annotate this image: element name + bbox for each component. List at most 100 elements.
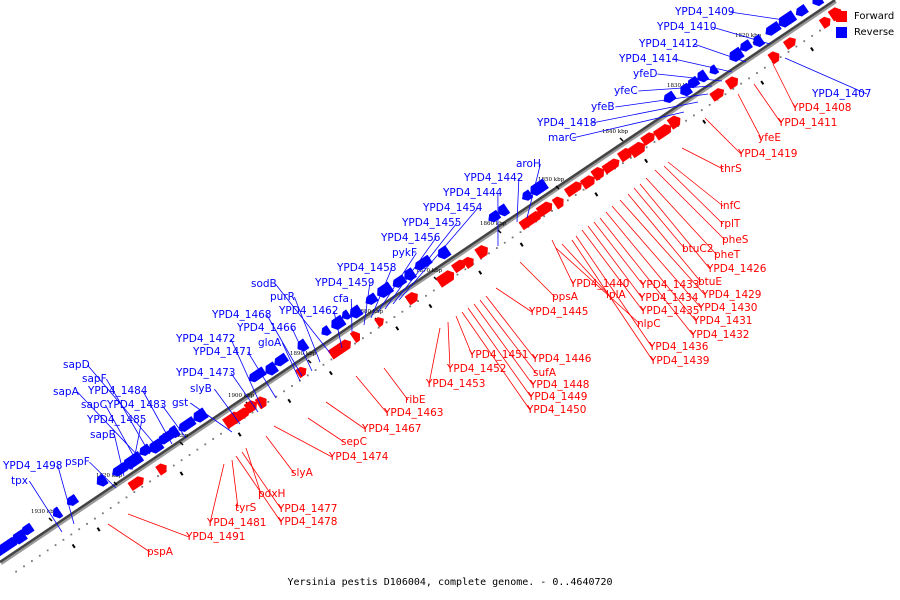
forward-leader xyxy=(737,93,762,139)
forward-gene-label: pheS xyxy=(722,234,749,246)
kbp-tick xyxy=(619,137,624,142)
scale-dot xyxy=(456,273,459,276)
reverse-gene-label: aroH xyxy=(516,158,541,170)
forward-gene-label: ppsA xyxy=(552,291,579,303)
reverse-gene-label: YPD4_1444 xyxy=(442,187,503,199)
scale-dot xyxy=(267,400,270,403)
gene-arrow xyxy=(666,115,681,130)
forward-leader xyxy=(127,513,190,538)
forward-leader xyxy=(485,295,536,360)
reverse-gene-label: YPD4_1485 xyxy=(86,414,146,426)
legend: Forward Reverse xyxy=(836,8,894,40)
kbp-label: 1850 kbp xyxy=(538,177,565,183)
forward-leader xyxy=(772,63,796,109)
gene-arrow xyxy=(265,361,280,376)
forward-gene-label: YPD4_1431 xyxy=(692,315,752,327)
reverse-leader xyxy=(693,43,747,63)
forward-leader xyxy=(571,239,654,362)
minor-mark xyxy=(760,80,765,85)
gene-arrow xyxy=(795,3,809,17)
reverse-gene-label: tpx xyxy=(11,475,28,487)
scale-dot xyxy=(724,93,727,96)
reverse-gene-label: YPD4_1472 xyxy=(175,333,235,345)
reverse-leader xyxy=(291,327,313,372)
reverse-labels: YPD4_1409 YPD4_1410 YPD4_1412 YPD4_1414 yfeD… xyxy=(2,6,871,533)
scale-dot xyxy=(86,522,88,525)
scale-dot xyxy=(78,528,81,531)
reverse-leader xyxy=(370,267,393,319)
minor-mark xyxy=(702,119,707,125)
forward-leader xyxy=(473,303,534,386)
forward-leader xyxy=(581,229,644,312)
scale-dot xyxy=(330,358,333,361)
minor-marks xyxy=(71,46,814,549)
gene-arrow xyxy=(127,476,144,492)
scale-dot xyxy=(157,475,159,478)
scale-dot xyxy=(15,570,18,573)
reverse-leader xyxy=(729,11,785,21)
scale-dot xyxy=(803,40,806,43)
gene-arrow xyxy=(374,317,384,328)
gene-arrow xyxy=(462,256,474,270)
kbp-label: 1830 kbp xyxy=(667,83,694,89)
minor-mark xyxy=(594,192,599,197)
gene-arrow xyxy=(627,141,645,159)
forward-leader xyxy=(639,183,711,270)
scale-dot xyxy=(464,268,467,271)
gene-arrow xyxy=(535,201,553,218)
forward-leader xyxy=(447,321,451,370)
forward-gene-label: yfeE xyxy=(758,132,781,144)
scale-dot xyxy=(519,231,522,234)
scale-dot xyxy=(180,459,183,462)
reverse-gene-label: yfeB xyxy=(591,101,615,113)
reverse-gene-label: YPD4_1484 xyxy=(87,385,148,397)
reverse-leader xyxy=(657,73,723,82)
scale-dot xyxy=(811,34,814,37)
forward-leader xyxy=(467,307,532,398)
forward-leader xyxy=(241,451,282,510)
reverse-gene-label: pspF xyxy=(65,456,90,468)
minor-mark xyxy=(428,303,433,309)
minor-mark xyxy=(96,527,101,532)
reverse-leader xyxy=(392,222,458,305)
scale-dot xyxy=(354,342,356,345)
scale-dot xyxy=(54,544,57,547)
gene-arrow xyxy=(53,506,64,519)
forward-gene-label: YPD4_1434 xyxy=(638,292,699,304)
reverse-gene-label: yfeD xyxy=(633,68,657,80)
gene-arrow xyxy=(178,416,197,432)
reverse-gene-label: YPD4_1407 xyxy=(811,88,871,100)
scale-dot xyxy=(432,289,435,292)
gene-arrow xyxy=(350,304,364,319)
forward-gene-label: YPD4_1477 xyxy=(277,503,337,515)
forward-gene-label: YPD4_1445 xyxy=(528,306,588,318)
scale-dot xyxy=(503,241,506,244)
reverse-gene-label: YPD4_1473 xyxy=(175,367,235,379)
reverse-leader xyxy=(77,391,143,461)
scale-dot xyxy=(322,363,325,366)
scale-dot xyxy=(693,114,695,117)
scale-dot xyxy=(543,215,546,218)
forward-leader xyxy=(461,311,531,411)
forward-leader xyxy=(307,417,345,443)
forward-leader xyxy=(495,287,533,313)
gene-arrow xyxy=(341,309,352,320)
kbp-tick xyxy=(179,441,184,446)
gene-arrow xyxy=(579,175,595,190)
kbp-label: 1870 kbp xyxy=(416,268,443,274)
scale-dot xyxy=(685,119,687,122)
scale-dot xyxy=(629,156,632,159)
scale-dot xyxy=(574,194,577,196)
forward-gene-label: YPD4_1439 xyxy=(649,355,709,367)
reverse-gene-label: gloA xyxy=(258,337,282,349)
forward-gene-label: YPD4_1426 xyxy=(706,263,767,275)
forward-leader xyxy=(587,225,643,299)
scale-dot xyxy=(779,56,782,59)
reverse-leader xyxy=(377,252,417,313)
scale-dot xyxy=(495,247,498,249)
gene-arrow xyxy=(349,331,361,344)
forward-leader xyxy=(654,169,726,241)
reverse-gene-label: YPD4_1466 xyxy=(236,322,297,334)
reverse-leader xyxy=(572,111,685,139)
forward-leader xyxy=(667,161,724,207)
